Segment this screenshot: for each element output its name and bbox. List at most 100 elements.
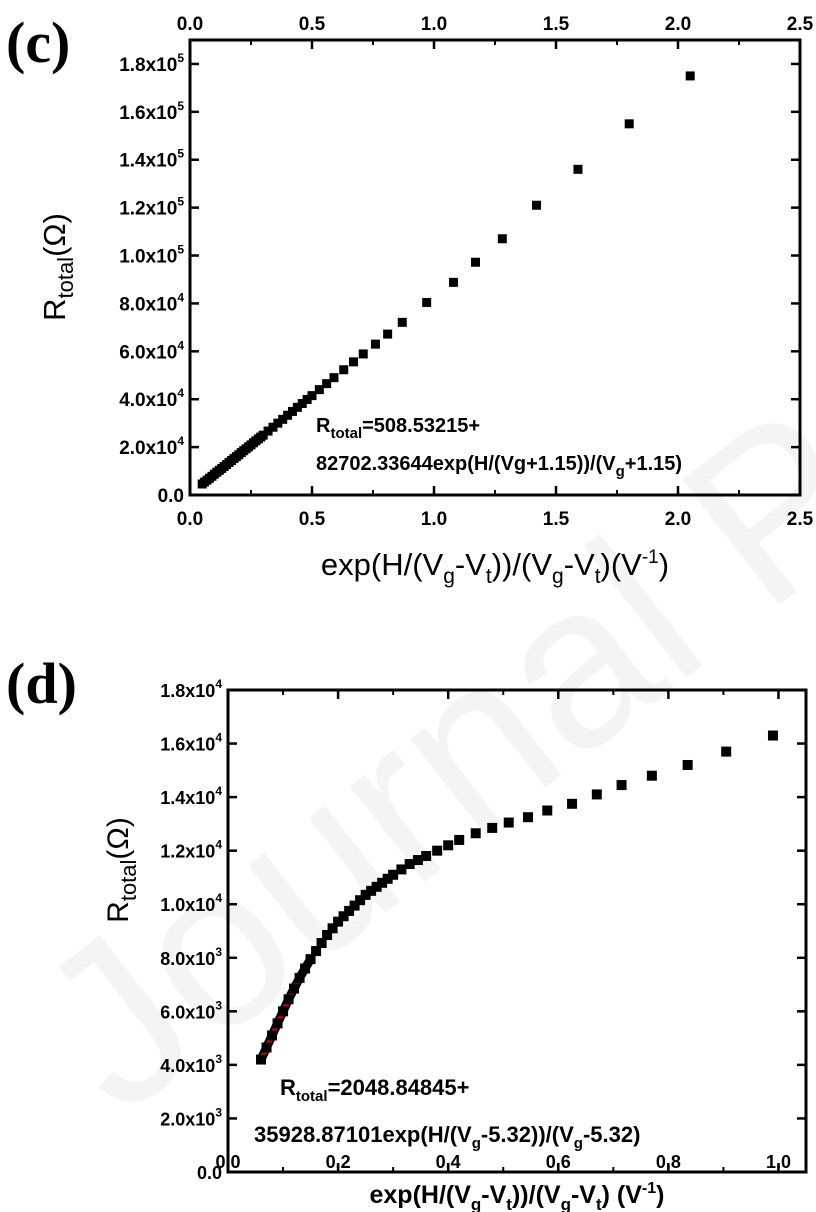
data-point — [322, 930, 333, 941]
x-tick-label: 0.4 — [436, 1152, 461, 1172]
data-point — [646, 770, 657, 781]
y-tick-label: 1.6x105 — [119, 99, 184, 124]
data-point — [355, 895, 366, 906]
y-tick-label: 1.2x105 — [119, 195, 184, 220]
data-point — [349, 900, 360, 911]
x-ticks-c: 0.0 0.0 0.5 0.5 1.0 1.0 1.5 1.5 2.0 2.0 2.5 2.5 — [177, 14, 814, 530]
data-point — [404, 859, 415, 870]
y-tick-label: 1.6x104 — [160, 731, 222, 755]
data-point — [531, 200, 541, 210]
x-tick-label: 1.0 — [421, 509, 447, 530]
y-ticks-c: 0.0 2.0x104 4.0x104 6.0x104 8.0x104 1.0x105 1.… — [119, 51, 800, 507]
x-tick-label: 0.2 — [326, 1152, 351, 1172]
data-point — [567, 798, 578, 809]
panel-label-c: (c) — [6, 10, 70, 75]
data-point — [616, 780, 627, 791]
data-point — [329, 373, 339, 383]
data-point — [383, 329, 393, 339]
data-point — [272, 1018, 283, 1029]
y-axis-label-d: Rtotal(Ω) — [102, 817, 141, 923]
data-point — [289, 983, 300, 994]
panel-label-d: (d) — [6, 651, 77, 716]
data-point — [339, 365, 349, 375]
data-point — [292, 402, 302, 412]
data-point — [591, 789, 602, 800]
plot-frame-d — [226, 688, 808, 1174]
data-point — [316, 938, 327, 949]
x-tick-label: 2.5 — [787, 509, 814, 530]
y-tick-label: 4.0x103 — [160, 1052, 222, 1076]
data-point — [422, 297, 432, 307]
x-tick-label: 1.0 — [766, 1152, 791, 1172]
chart-panel-d: (d) 0.0 2.0x103 4.0x103 6.0x103 8.0x103 1.0x1… — [6, 651, 808, 1212]
fit-equation-line2-c: 82702.33644exp(H/(Vg+1.15))/(Vg+1.15) — [316, 453, 682, 480]
data-point — [283, 994, 294, 1005]
data-point — [366, 885, 377, 896]
fit-equation-line1-c: Rtotal=508.53215+ — [316, 415, 480, 442]
data-point — [327, 923, 338, 934]
data-point — [412, 855, 423, 866]
data-point — [322, 379, 332, 389]
data-point — [767, 730, 778, 741]
data-point — [396, 864, 407, 875]
data-point — [370, 339, 380, 349]
y-tick-label: 1.8x104 — [160, 677, 222, 701]
data-point — [294, 972, 305, 983]
y-tick-label: 2.0x103 — [160, 1105, 222, 1129]
data-point — [305, 954, 316, 965]
data-point — [256, 1054, 267, 1065]
data-point — [358, 349, 368, 359]
data-point — [273, 418, 283, 428]
data-point — [287, 406, 297, 416]
x-top-tick-label: 2.5 — [787, 14, 814, 35]
data-point — [542, 805, 553, 816]
data-point — [685, 71, 695, 81]
data-point — [432, 845, 443, 856]
data-point — [297, 399, 307, 409]
x-tick-label: 0.6 — [546, 1152, 571, 1172]
x-tick-label: 0.0 — [177, 509, 203, 530]
data-point — [523, 812, 534, 823]
series-points-d — [256, 730, 778, 1065]
data-point — [497, 234, 507, 244]
data-point — [624, 119, 634, 129]
data-point — [573, 164, 583, 174]
x-top-tick-label: 1.0 — [421, 14, 447, 35]
data-point — [283, 410, 293, 420]
y-tick-label: 0.0 — [158, 486, 184, 507]
y-tick-label: 0.0 — [197, 1163, 222, 1183]
data-point — [300, 963, 311, 974]
data-point — [382, 873, 393, 884]
y-ticks-d: 0.0 2.0x103 4.0x103 6.0x103 8.0x103 1.0x104 1.… — [160, 677, 806, 1183]
data-point — [388, 869, 399, 880]
data-point — [449, 277, 459, 287]
data-point — [261, 1042, 272, 1053]
data-point — [268, 422, 278, 432]
data-point — [454, 834, 465, 845]
data-point — [721, 746, 732, 757]
data-point — [470, 257, 480, 267]
x-axis-label-d: exp(H/(Vg-Vt))/(Vg-Vt) (V-1) — [370, 1180, 665, 1212]
x-tick-label: 1.5 — [543, 509, 570, 530]
y-tick-label: 1.0x105 — [119, 243, 184, 268]
data-point — [377, 877, 388, 888]
data-point — [421, 851, 432, 862]
y-tick-label: 2.0x104 — [119, 434, 184, 459]
y-tick-label: 1.4x105 — [119, 147, 184, 172]
fit-equation-line1-d: Rtotal=2048.84845+ — [280, 1075, 470, 1105]
fit-equation-line2-d: 35928.87101exp(H/(Vg-5.32))/(Vg-5.32) — [254, 1122, 640, 1152]
y-tick-label: 1.8x105 — [119, 51, 184, 76]
y-tick-label: 8.0x103 — [160, 945, 222, 969]
data-point — [338, 911, 349, 922]
data-point — [503, 817, 514, 828]
y-tick-label: 6.0x104 — [119, 338, 184, 363]
y-tick-label: 4.0x104 — [119, 386, 184, 411]
data-point — [397, 317, 407, 327]
data-point — [278, 1006, 289, 1017]
data-point — [443, 840, 454, 851]
data-point — [278, 414, 288, 424]
y-axis-label-c: Rtotal(Ω) — [37, 213, 78, 321]
y-tick-label: 1.0x104 — [160, 891, 222, 915]
chart-panel-c: (c) 0.0 2.0x104 4.0x104 6.0x104 8.0x104 1.0x1… — [6, 10, 814, 588]
